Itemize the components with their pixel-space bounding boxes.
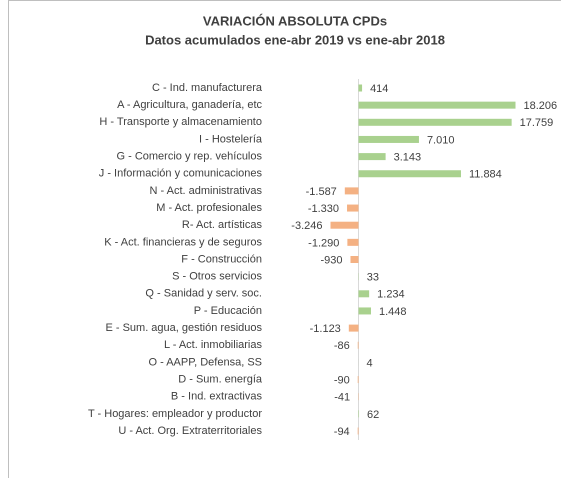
bar (350, 256, 359, 263)
category-label: R- Act. artísticas (182, 219, 263, 231)
data-label: 4 (367, 357, 373, 369)
category-label: O - AAPP, Defensa, SS (148, 356, 262, 368)
bar (330, 221, 359, 229)
category-label: H - Transporte y almacenamiento (99, 116, 262, 128)
bar (347, 204, 359, 212)
bar (358, 170, 461, 178)
data-label: -3.246 (291, 220, 322, 232)
category-label: I - Hostelería (199, 133, 263, 145)
chart-frame (8, 0, 561, 478)
bar (358, 135, 419, 143)
chart-title: VARIACIÓN ABSOLUTA CPDs (203, 13, 387, 28)
data-label: 414 (370, 83, 388, 95)
category-label: U - Act. Org. Extraterritoriales (118, 425, 262, 437)
data-label: -930 (320, 254, 342, 266)
bar (358, 290, 370, 298)
bar (348, 324, 359, 332)
data-label: 3.143 (394, 152, 422, 164)
data-label: 62 (367, 409, 379, 421)
category-label: A - Agricultura, ganadería, etc (117, 99, 262, 111)
data-label: 1.234 (377, 289, 405, 301)
data-label: -94 (334, 426, 350, 438)
data-label: 11.884 (469, 169, 502, 181)
category-label: D - Sum. energía (178, 373, 263, 385)
bar (358, 153, 386, 161)
bar (357, 376, 359, 384)
category-label: M - Act. profesionales (156, 202, 262, 214)
bar (357, 427, 359, 435)
data-label: -1.587 (306, 186, 337, 198)
category-label: L - Act. inmobiliarias (164, 339, 263, 351)
data-label: -1.123 (310, 323, 341, 335)
bar (358, 84, 363, 92)
bar (358, 101, 516, 109)
category-label: F - Construcción (181, 253, 262, 265)
bar (358, 410, 360, 418)
data-label: -90 (334, 374, 350, 386)
category-label: K - Act. financieras y de seguros (104, 236, 262, 248)
data-label: -41 (334, 392, 350, 404)
data-label: -1.330 (308, 203, 339, 215)
category-label: C - Ind. manufacturera (152, 82, 263, 94)
data-label: 33 (367, 272, 379, 284)
data-label: 1.448 (379, 306, 407, 318)
bar (358, 307, 371, 315)
category-label: S - Otros servicios (172, 271, 262, 283)
category-label: N - Act. administrativas (150, 185, 263, 197)
category-label: T - Hogares: empleador y productor (88, 408, 262, 420)
data-label: -1.290 (308, 237, 339, 249)
category-label: J - Información y comunicaciones (99, 168, 263, 180)
data-label: 17.759 (520, 117, 554, 129)
category-label: G - Comercio y rep. vehículos (117, 151, 263, 163)
category-label: P - Educación (194, 305, 262, 317)
data-label: 18.206 (524, 100, 558, 112)
bar (357, 341, 359, 349)
data-label: 7.010 (427, 134, 455, 146)
category-label: Q - Sanidad y serv. soc. (145, 288, 262, 300)
bar (347, 238, 359, 246)
category-label: B - Ind. extractivas (171, 391, 263, 403)
bar (344, 187, 359, 195)
data-label: -86 (334, 340, 350, 352)
category-label: E - Sum. agua, gestión residuos (105, 322, 262, 334)
bar (358, 118, 512, 126)
chart-subtitle: Datos acumulados ene-abr 2019 vs ene-abr… (145, 32, 445, 47)
